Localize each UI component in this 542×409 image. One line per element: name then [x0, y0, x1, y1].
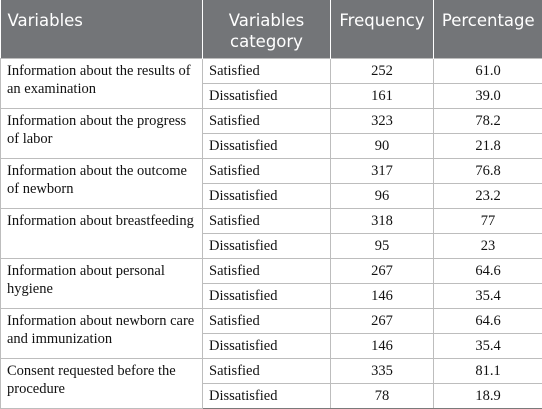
percentage-cell: 76.8: [433, 157, 542, 184]
percentage-cell: 78.2: [433, 107, 542, 134]
category-cell: Dissatisfied: [202, 132, 331, 159]
table-row: Dissatisfied 146 35.4: [1, 282, 542, 309]
category-cell: Satisfied: [202, 107, 331, 134]
percentage-cell: 35.4: [433, 282, 542, 309]
variable-cell: Information about newborn care and immun…: [0, 307, 203, 359]
category-cell: Satisfied: [202, 157, 331, 184]
category-cell: Satisfied: [202, 307, 331, 334]
table-row: Information about newborn care and immun…: [0, 307, 542, 359]
percentage-cell: 21.8: [433, 132, 542, 159]
header-percentage: Percentage: [433, 0, 542, 58]
frequency-cell: 95: [330, 232, 434, 259]
frequency-cell: 318: [330, 207, 434, 234]
percentage-cell: 23.2: [433, 182, 542, 209]
category-cell: Satisfied: [202, 57, 331, 84]
frequency-cell: 90: [330, 132, 434, 159]
table-row: Information about the results of an exam…: [0, 57, 542, 109]
percentage-cell: 35.4: [433, 332, 542, 359]
table-body: Information about the results of an exam…: [0, 57, 542, 409]
frequency-cell: 146: [330, 282, 434, 309]
frequency-cell: 317: [330, 157, 434, 184]
frequency-cell: 335: [330, 357, 434, 384]
percentage-cell: 18.9: [433, 382, 542, 409]
percentage-cell: 64.6: [433, 307, 542, 334]
table-row: Information about personal hygiene Satis…: [0, 257, 542, 309]
table-header: Variables Variables category Frequency P…: [0, 0, 542, 58]
variable-cell: Information about the results of an exam…: [0, 57, 203, 109]
header-category: Variables category: [202, 0, 331, 58]
percentage-cell: 77: [433, 207, 542, 234]
category-cell: Dissatisfied: [202, 82, 331, 109]
table-row: Information about the progress of labor …: [0, 107, 542, 159]
variable-cell: Information about the progress of labor: [0, 107, 203, 159]
table-row: Dissatisfied 78 18.9: [1, 382, 542, 409]
percentage-cell: 61.0: [433, 57, 542, 84]
frequency-cell: 252: [330, 57, 434, 84]
variable-cell: Consent requested before the procedure: [0, 357, 203, 409]
category-cell: Satisfied: [202, 257, 331, 284]
frequency-cell: 96: [330, 182, 434, 209]
variable-cell: Information about breastfeeding: [0, 207, 203, 259]
table-row: Dissatisfied 90 21.8: [1, 132, 542, 159]
percentage-cell: 39.0: [433, 82, 542, 109]
header-variables: Variables: [0, 0, 203, 58]
category-cell: Dissatisfied: [202, 182, 331, 209]
frequency-cell: 267: [330, 307, 434, 334]
frequency-cell: 323: [330, 107, 434, 134]
header-row: Variables Variables category Frequency P…: [0, 0, 542, 58]
table-row: Dissatisfied 96 23.2: [1, 182, 542, 209]
frequency-cell: 78: [330, 382, 434, 409]
table-row: Information about breastfeeding Satisfie…: [0, 207, 542, 259]
table-row: Consent requested before the procedure S…: [0, 357, 542, 409]
category-cell: Dissatisfied: [202, 332, 331, 359]
frequency-cell: 146: [330, 332, 434, 359]
category-cell: Dissatisfied: [202, 232, 331, 259]
category-cell: Dissatisfied: [202, 282, 331, 309]
frequency-cell: 267: [330, 257, 434, 284]
category-cell: Satisfied: [202, 357, 331, 384]
percentage-cell: 81.1: [433, 357, 542, 384]
frequency-cell: 161: [330, 82, 434, 109]
category-cell: Dissatisfied: [202, 382, 331, 409]
variable-cell: Information about personal hygiene: [0, 257, 203, 309]
variable-cell: Information about the outcome of newborn: [0, 157, 203, 209]
header-frequency: Frequency: [330, 0, 434, 58]
percentage-cell: 64.6: [433, 257, 542, 284]
table-row: Information about the outcome of newborn…: [0, 157, 542, 209]
percentage-cell: 23: [433, 232, 542, 259]
table-row: Dissatisfied 146 35.4: [1, 332, 542, 359]
category-cell: Satisfied: [202, 207, 331, 234]
table-row: Dissatisfied 95 23: [1, 232, 542, 259]
